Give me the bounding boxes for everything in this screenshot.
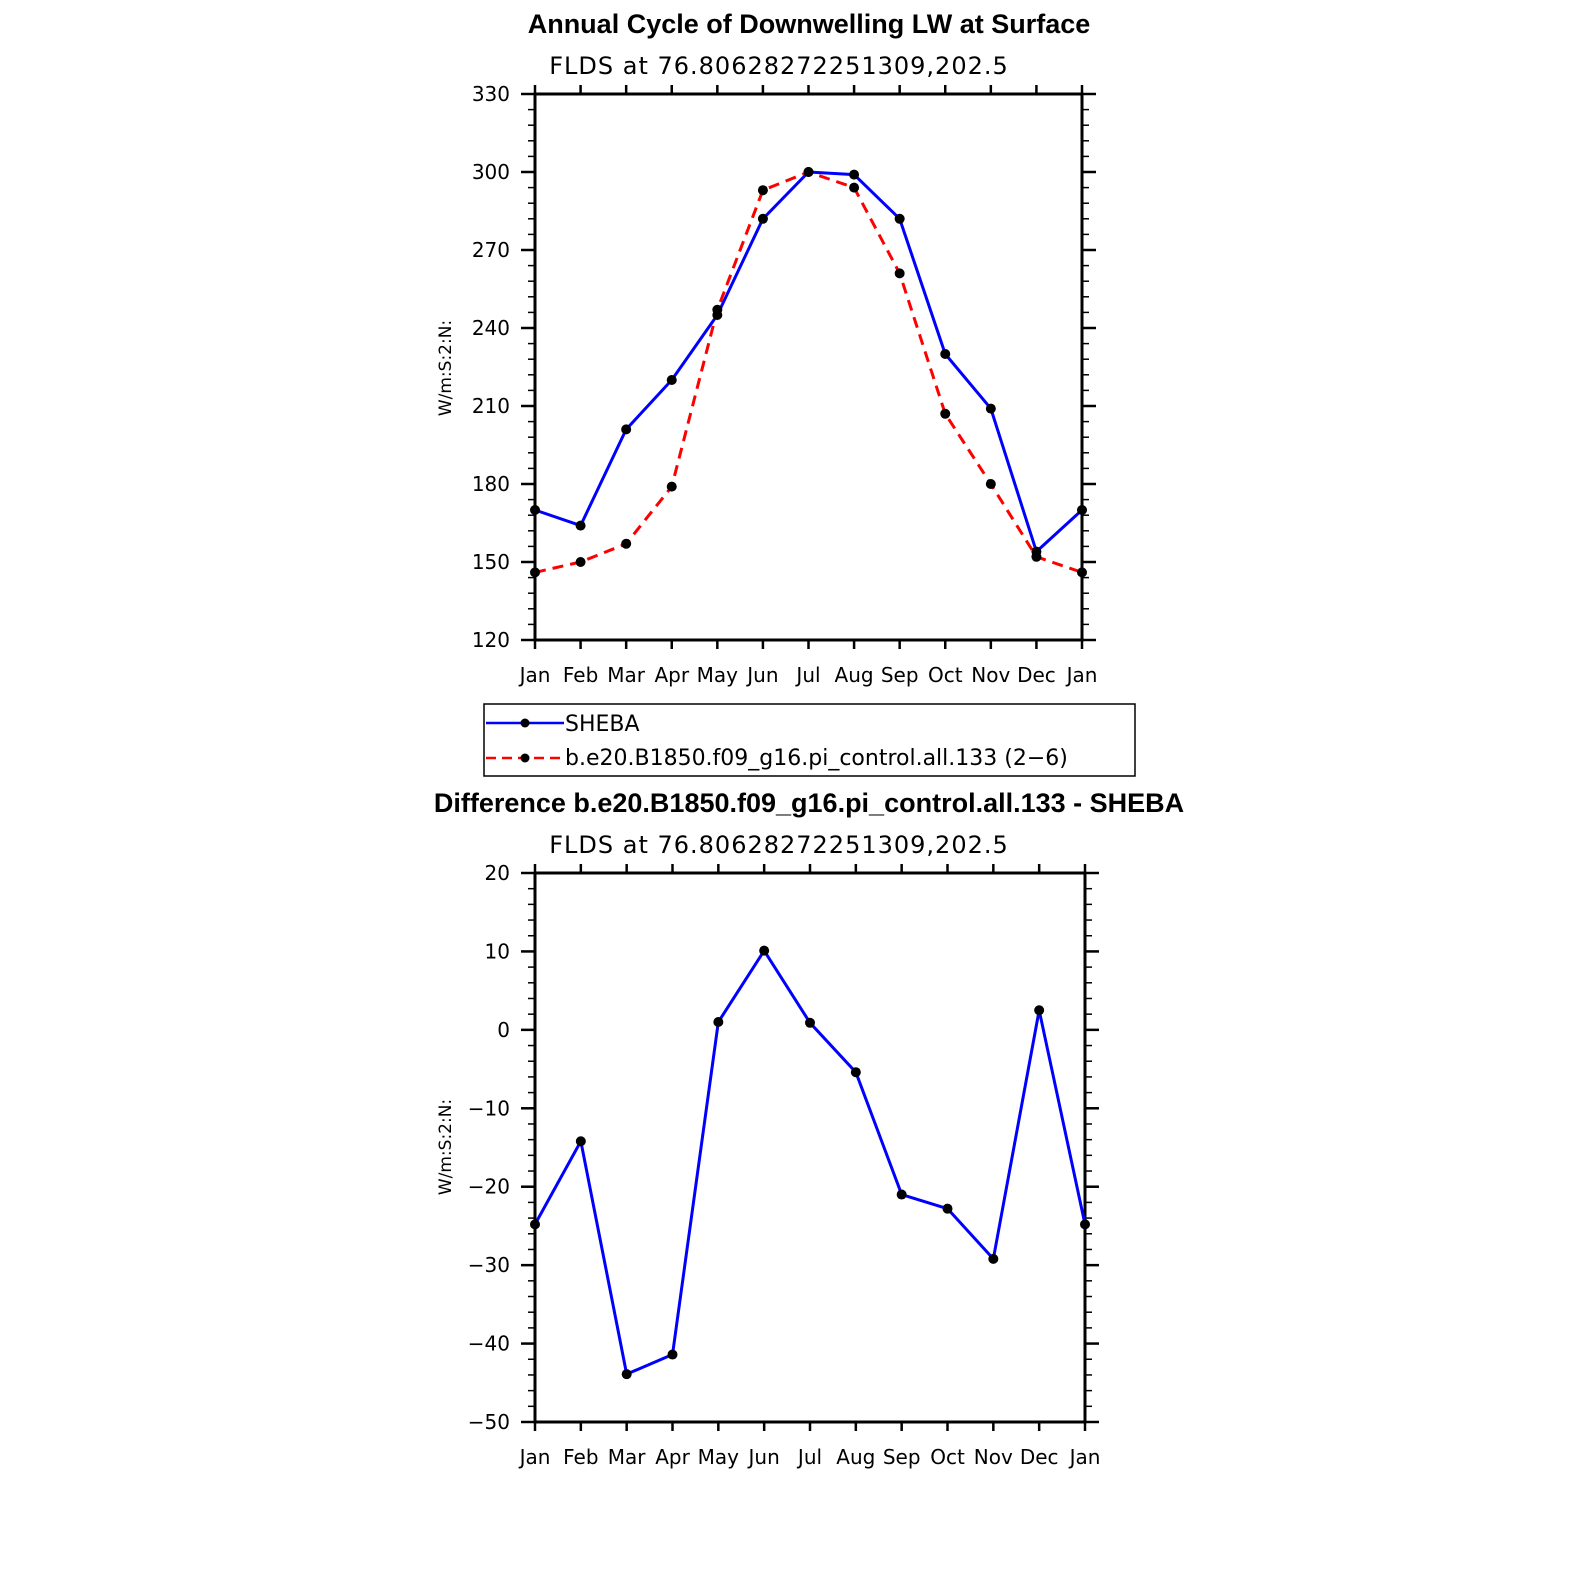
y-tick-label: 240	[472, 316, 510, 340]
data-point	[530, 505, 540, 515]
data-point	[850, 1067, 861, 1078]
panel2-title: Difference b.e20.B1850.f09_g16.pi_contro…	[434, 788, 1184, 818]
x-tick-label: Aug	[836, 1445, 875, 1469]
panel2-series	[530, 945, 1090, 1380]
panel2-axes: −50 −40 −30 −20 −10 0 10 20 Jan Feb Mar Apr May Jun Ju…	[468, 861, 1101, 1469]
legend: SHEBA b.e20.B1850.f09_g16.pi_control.all…	[483, 703, 1136, 777]
x-tick-label: Feb	[563, 663, 598, 687]
x-tick-label: Jul	[796, 1445, 822, 1469]
x-tick-label: Mar	[608, 1445, 647, 1469]
y-tick-label: 330	[472, 82, 510, 106]
data-point	[805, 1017, 815, 1028]
data-point	[803, 167, 814, 177]
data-point	[575, 557, 586, 567]
data-point	[1077, 567, 1087, 578]
y-tick-label: 10	[485, 939, 510, 963]
data-point	[849, 182, 860, 193]
data-point	[1031, 551, 1042, 562]
x-tick-label: Oct	[928, 663, 963, 687]
panel1-title: Annual Cycle of Downwelling LW at Surfac…	[528, 9, 1091, 39]
x-tick-label: Dec	[1020, 1445, 1059, 1469]
data-point	[1034, 1005, 1045, 1016]
legend-model-marker	[520, 753, 530, 763]
y-tick-label: −30	[468, 1253, 510, 1277]
y-tick-label: 120	[472, 628, 510, 652]
data-point	[759, 945, 770, 956]
legend-sheba-label: SHEBA	[565, 712, 640, 737]
x-tick-label: May	[697, 663, 739, 687]
x-tick-label: Sep	[883, 1445, 921, 1469]
annual-cycle-panel: Annual Cycle of Downwelling LW at Surfac…	[436, 9, 1097, 687]
panel1-subtitle: FLDS at 76.80628272251309,202.5	[549, 52, 1009, 80]
y-tick-label: 180	[472, 472, 510, 496]
data-point	[849, 169, 860, 180]
x-tick-label: Jan	[1065, 663, 1098, 687]
y-tick-label: 150	[472, 550, 510, 574]
data-point	[985, 479, 996, 489]
data-point	[621, 538, 632, 549]
x-tick-label: Jun	[745, 663, 778, 687]
data-point	[666, 481, 677, 492]
x-tick-label: Feb	[563, 1445, 598, 1469]
x-tick-label: May	[698, 1445, 740, 1469]
y-tick-label: −40	[468, 1332, 510, 1356]
y-tick-label: 300	[472, 160, 510, 184]
x-tick-label: Jan	[1068, 1445, 1101, 1469]
data-point	[757, 213, 768, 224]
y-tick-label: 210	[472, 394, 510, 418]
data-point	[666, 375, 677, 385]
x-tick-label: Jan	[518, 1445, 551, 1469]
data-point	[621, 1369, 632, 1380]
y-tick-label: −50	[468, 1410, 510, 1434]
x-tick-label: Dec	[1017, 663, 1056, 687]
data-point	[896, 1189, 907, 1200]
data-point	[575, 520, 586, 531]
data-point	[894, 268, 905, 279]
panel1-y-axis-label: W/m:S:2:N:	[436, 320, 456, 416]
y-tick-label: −10	[468, 1096, 510, 1120]
panel1-series	[530, 167, 1087, 578]
data-point	[1077, 505, 1087, 515]
panel2-y-axis-label: W/m:S:2:N:	[436, 1099, 456, 1195]
legend-box	[483, 703, 1136, 777]
difference-panel: Difference b.e20.B1850.f09_g16.pi_contro…	[434, 788, 1184, 1469]
data-point	[575, 1136, 586, 1147]
data-point	[942, 1203, 953, 1214]
x-tick-label: Jul	[794, 663, 820, 687]
y-tick-label: 270	[472, 238, 510, 262]
data-point	[713, 1017, 724, 1028]
panel2-subtitle: FLDS at 76.80628272251309,202.5	[549, 831, 1009, 859]
x-tick-label: Jun	[747, 1445, 780, 1469]
data-point	[894, 213, 905, 224]
data-point	[530, 567, 540, 578]
x-tick-label: Apr	[654, 663, 689, 687]
legend-model-label: b.e20.B1850.f09_g16.pi_control.all.133 (…	[565, 746, 1068, 771]
x-tick-label: Oct	[930, 1445, 965, 1469]
data-point	[1080, 1219, 1090, 1230]
data-point	[712, 304, 723, 315]
y-tick-label: 0	[497, 1018, 510, 1042]
legend-sheba-marker	[520, 718, 530, 728]
data-point	[667, 1349, 678, 1360]
y-tick-label: 20	[485, 861, 510, 885]
x-tick-label: Mar	[607, 663, 646, 687]
x-tick-label: Jan	[518, 663, 551, 687]
data-point	[940, 349, 951, 359]
x-tick-label: Nov	[974, 1445, 1013, 1469]
data-point	[940, 408, 951, 419]
x-tick-label: Sep	[881, 663, 919, 687]
data-point	[757, 185, 768, 196]
data-point	[985, 403, 996, 414]
x-tick-label: Nov	[971, 663, 1010, 687]
data-point	[530, 1219, 540, 1230]
y-tick-label: −20	[468, 1175, 510, 1199]
data-point	[988, 1253, 999, 1264]
data-point	[621, 424, 632, 435]
x-tick-label: Apr	[655, 1445, 690, 1469]
x-tick-label: Aug	[835, 663, 874, 687]
